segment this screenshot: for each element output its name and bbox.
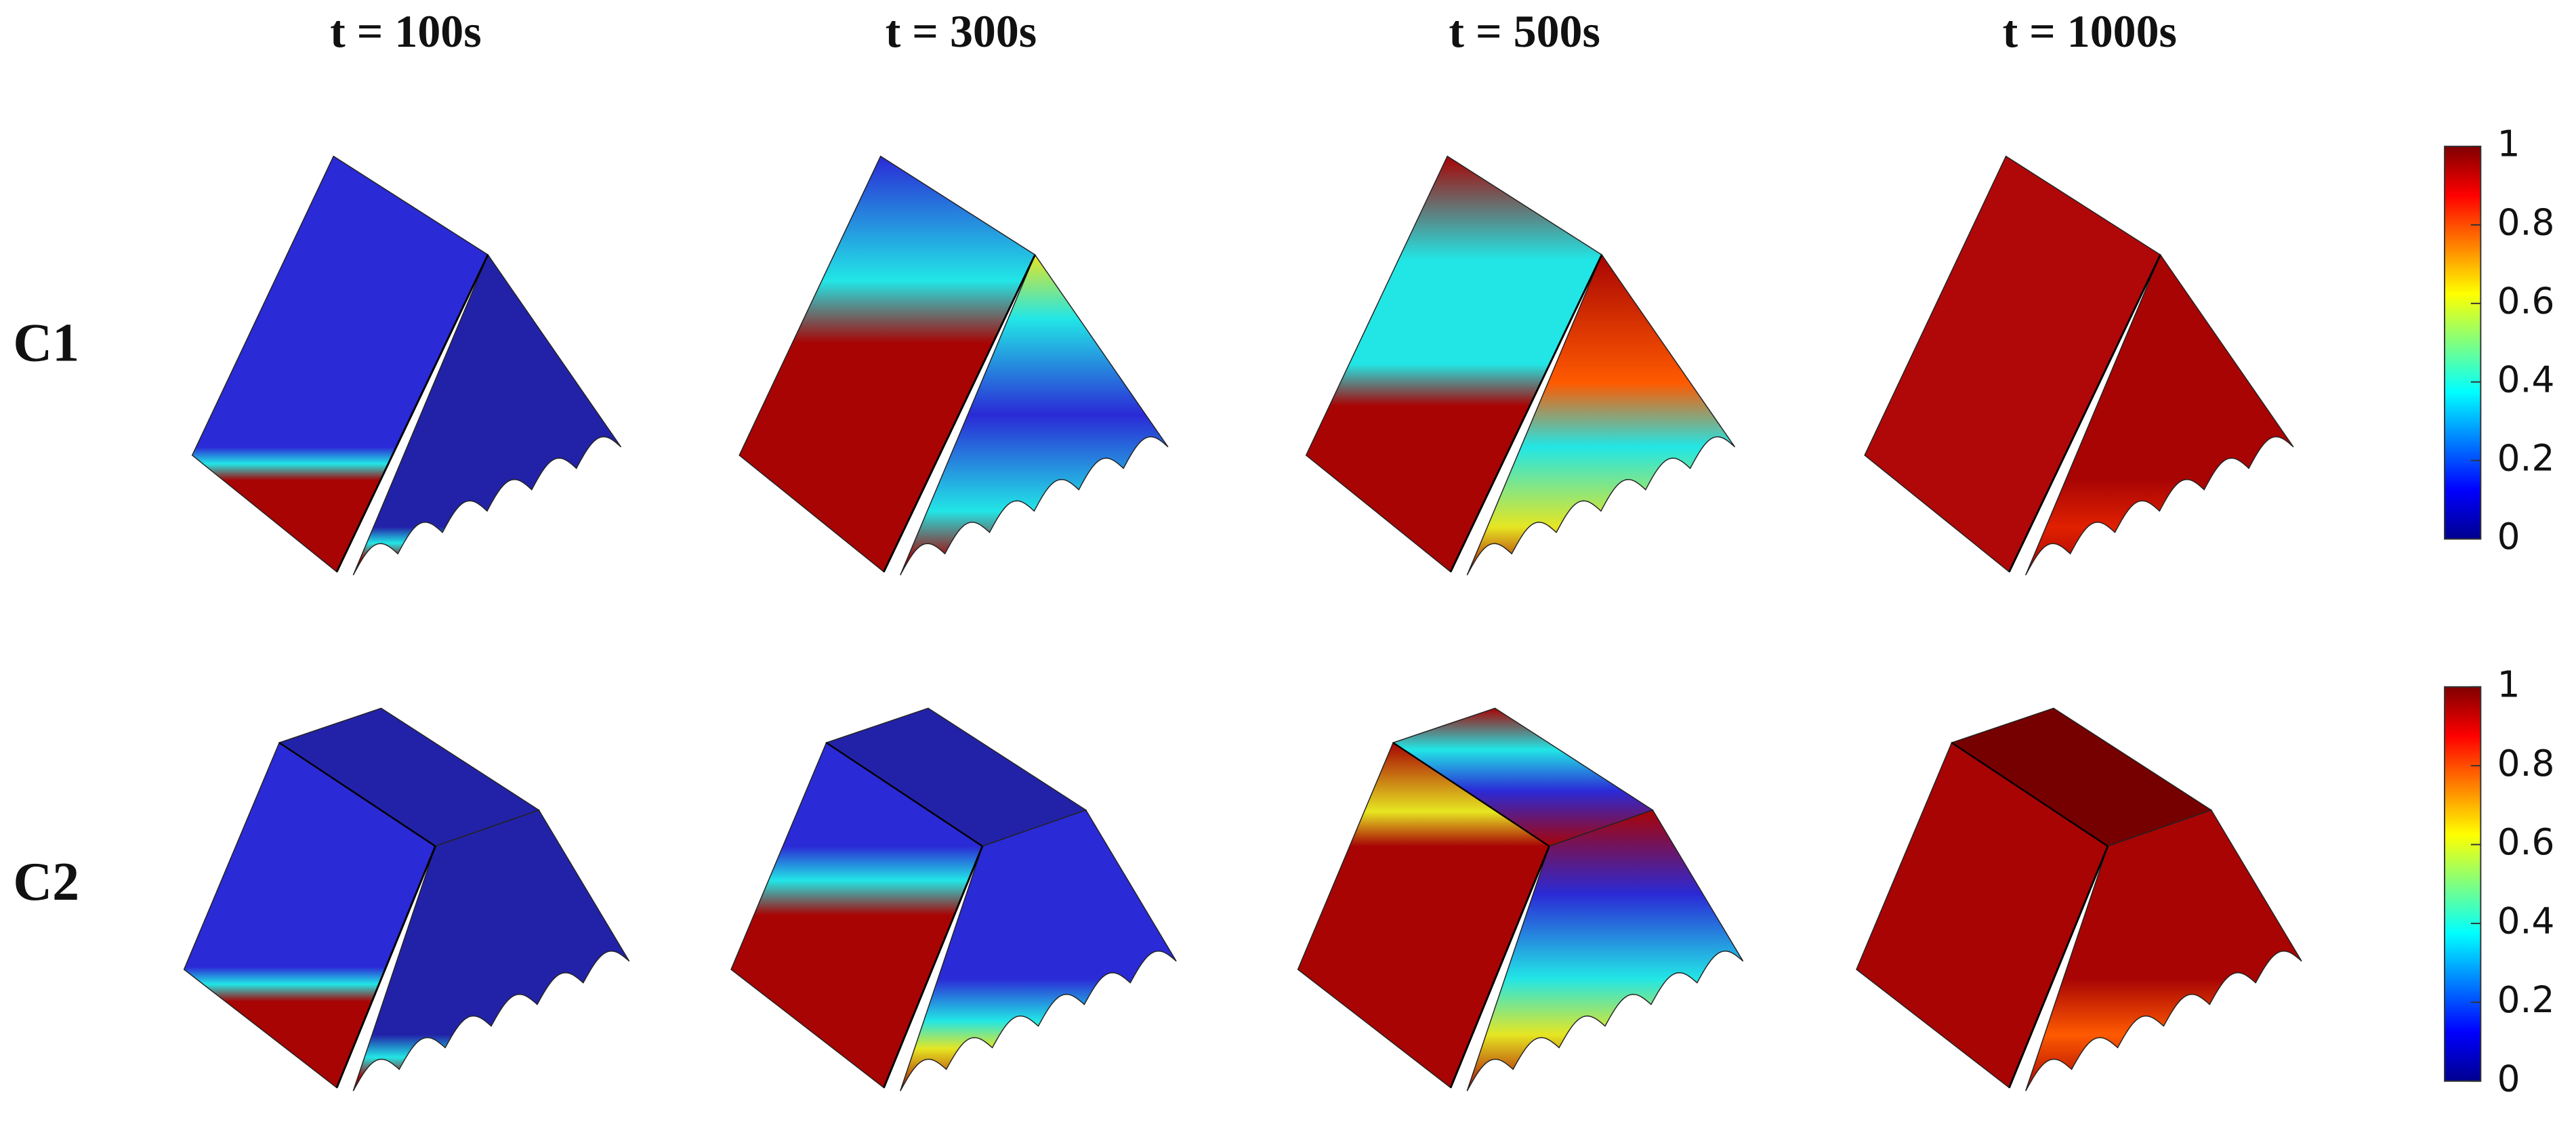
edge xyxy=(1951,742,2108,847)
edge xyxy=(2008,846,2109,1088)
column-header: t = 1000s xyxy=(2003,6,2177,57)
edge xyxy=(1449,254,1603,573)
column-header: t = 100s xyxy=(330,6,481,57)
column-header: t = 300s xyxy=(886,6,1037,57)
edge xyxy=(335,846,436,1088)
simulation-panel xyxy=(1856,707,2302,1091)
colorbar-tick-label: 0 xyxy=(2497,1057,2520,1100)
simulation-panel xyxy=(191,155,622,576)
simulation-panel xyxy=(183,707,630,1091)
right-face xyxy=(1466,253,1736,576)
colorbar-tick-label: 0.6 xyxy=(2497,820,2555,863)
edge xyxy=(278,742,436,847)
colorbar-tick-label: 0.8 xyxy=(2497,201,2555,244)
simulation-panel xyxy=(730,707,1177,1091)
right-face xyxy=(900,253,1169,576)
simulation-panel xyxy=(1297,707,1744,1091)
colorbar-tick-label: 0.2 xyxy=(2497,436,2555,479)
simulation-panel xyxy=(1864,155,2294,576)
edge xyxy=(825,742,983,847)
row-label: C1 xyxy=(13,314,79,373)
right-face xyxy=(2025,253,2294,576)
row-label: C2 xyxy=(13,852,79,912)
edge xyxy=(883,254,1036,573)
colorbar-tick-label: 0.4 xyxy=(2497,358,2555,400)
simulation-panel xyxy=(739,155,1169,576)
colorbar-tick-label: 0.2 xyxy=(2497,978,2555,1021)
colorbar-tick-label: 0.6 xyxy=(2497,279,2555,322)
simulation-panel xyxy=(1305,155,1736,576)
right-face xyxy=(2025,809,2302,1091)
right-face xyxy=(352,809,630,1091)
edge xyxy=(883,846,984,1088)
right-face xyxy=(1466,809,1744,1091)
colorbar xyxy=(2444,146,2482,540)
edge xyxy=(2008,254,2161,573)
edge xyxy=(1449,846,1550,1088)
edge xyxy=(335,254,489,573)
column-header: t = 500s xyxy=(1449,6,1600,57)
right-face xyxy=(352,253,622,576)
colorbar-tick-label: 1 xyxy=(2497,663,2520,705)
colorbar-tick-label: 0 xyxy=(2497,515,2520,558)
edge xyxy=(1392,742,1550,847)
colorbar-tick-label: 0.8 xyxy=(2497,742,2555,785)
right-face xyxy=(900,809,1177,1091)
colorbar-tick-label: 1 xyxy=(2497,123,2520,165)
colorbar-tick-label: 0.4 xyxy=(2497,900,2555,942)
colorbar xyxy=(2444,686,2482,1082)
